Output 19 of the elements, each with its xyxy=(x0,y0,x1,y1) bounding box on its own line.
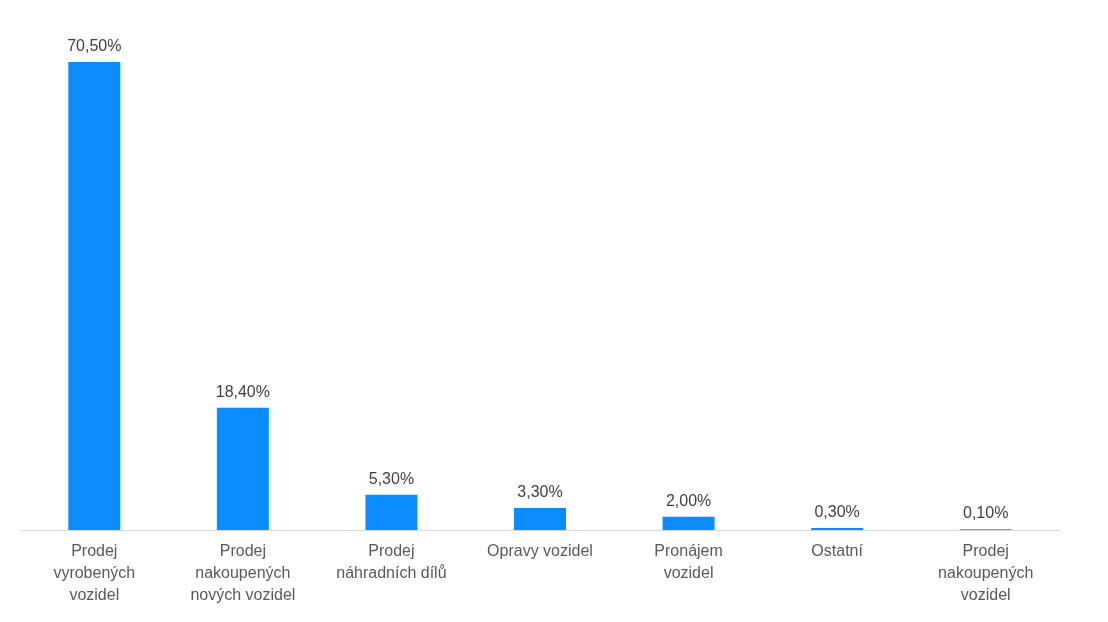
data-label: 18,40% xyxy=(215,382,270,400)
data-label: 0,10% xyxy=(963,504,1009,522)
data-label: 2,00% xyxy=(665,491,712,509)
x-tick-label: Opravy vozidel xyxy=(487,541,593,559)
x-tick-label: Pronájem vozidel xyxy=(654,541,723,581)
bar xyxy=(662,516,715,530)
bar xyxy=(216,407,269,530)
x-tick-label: Prodej náhradních dílů xyxy=(336,541,447,581)
bar xyxy=(68,62,121,530)
bar xyxy=(365,494,418,530)
x-tick-label: Prodej vyrobených vozidel xyxy=(53,541,136,603)
x-tick-label: Ostatní xyxy=(811,541,864,559)
bar xyxy=(514,508,566,530)
data-label: 0,30% xyxy=(814,503,860,521)
x-tick-label: Prodej nakoupených nových vozidel xyxy=(190,541,296,603)
data-label: 70,50% xyxy=(67,37,122,54)
data-label: 5,30% xyxy=(368,469,415,487)
x-tick-label: Prodej nakoupených vozidel xyxy=(938,541,1034,603)
data-label: 3,30% xyxy=(517,483,563,501)
